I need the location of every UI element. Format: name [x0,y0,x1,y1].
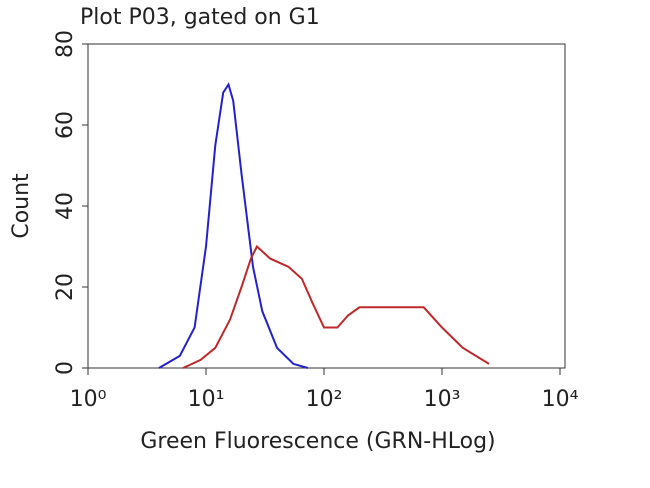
y-tick-label: 0 [53,361,78,375]
plot-frame [87,43,566,369]
x-tick-label: 10³ [424,387,461,412]
histogram-line [182,244,490,369]
y-axis-label: Count [9,173,34,239]
y-tick-label: 80 [53,30,78,58]
x-tick-label: 10⁰ [70,387,107,412]
histogram-line [158,82,309,369]
chart-title: Plot P03, gated on G1 [80,5,320,30]
y-tick-label: 20 [53,273,78,301]
x-tick-label: 10⁴ [542,387,579,412]
y-tick-label: 60 [53,111,78,139]
x-axis-label: Green Fluorescence (GRN-HLog) [140,429,495,454]
y-tick-label: 40 [53,192,78,220]
x-tick-label: 10¹ [188,387,225,412]
x-tick-label: 10² [306,387,343,412]
